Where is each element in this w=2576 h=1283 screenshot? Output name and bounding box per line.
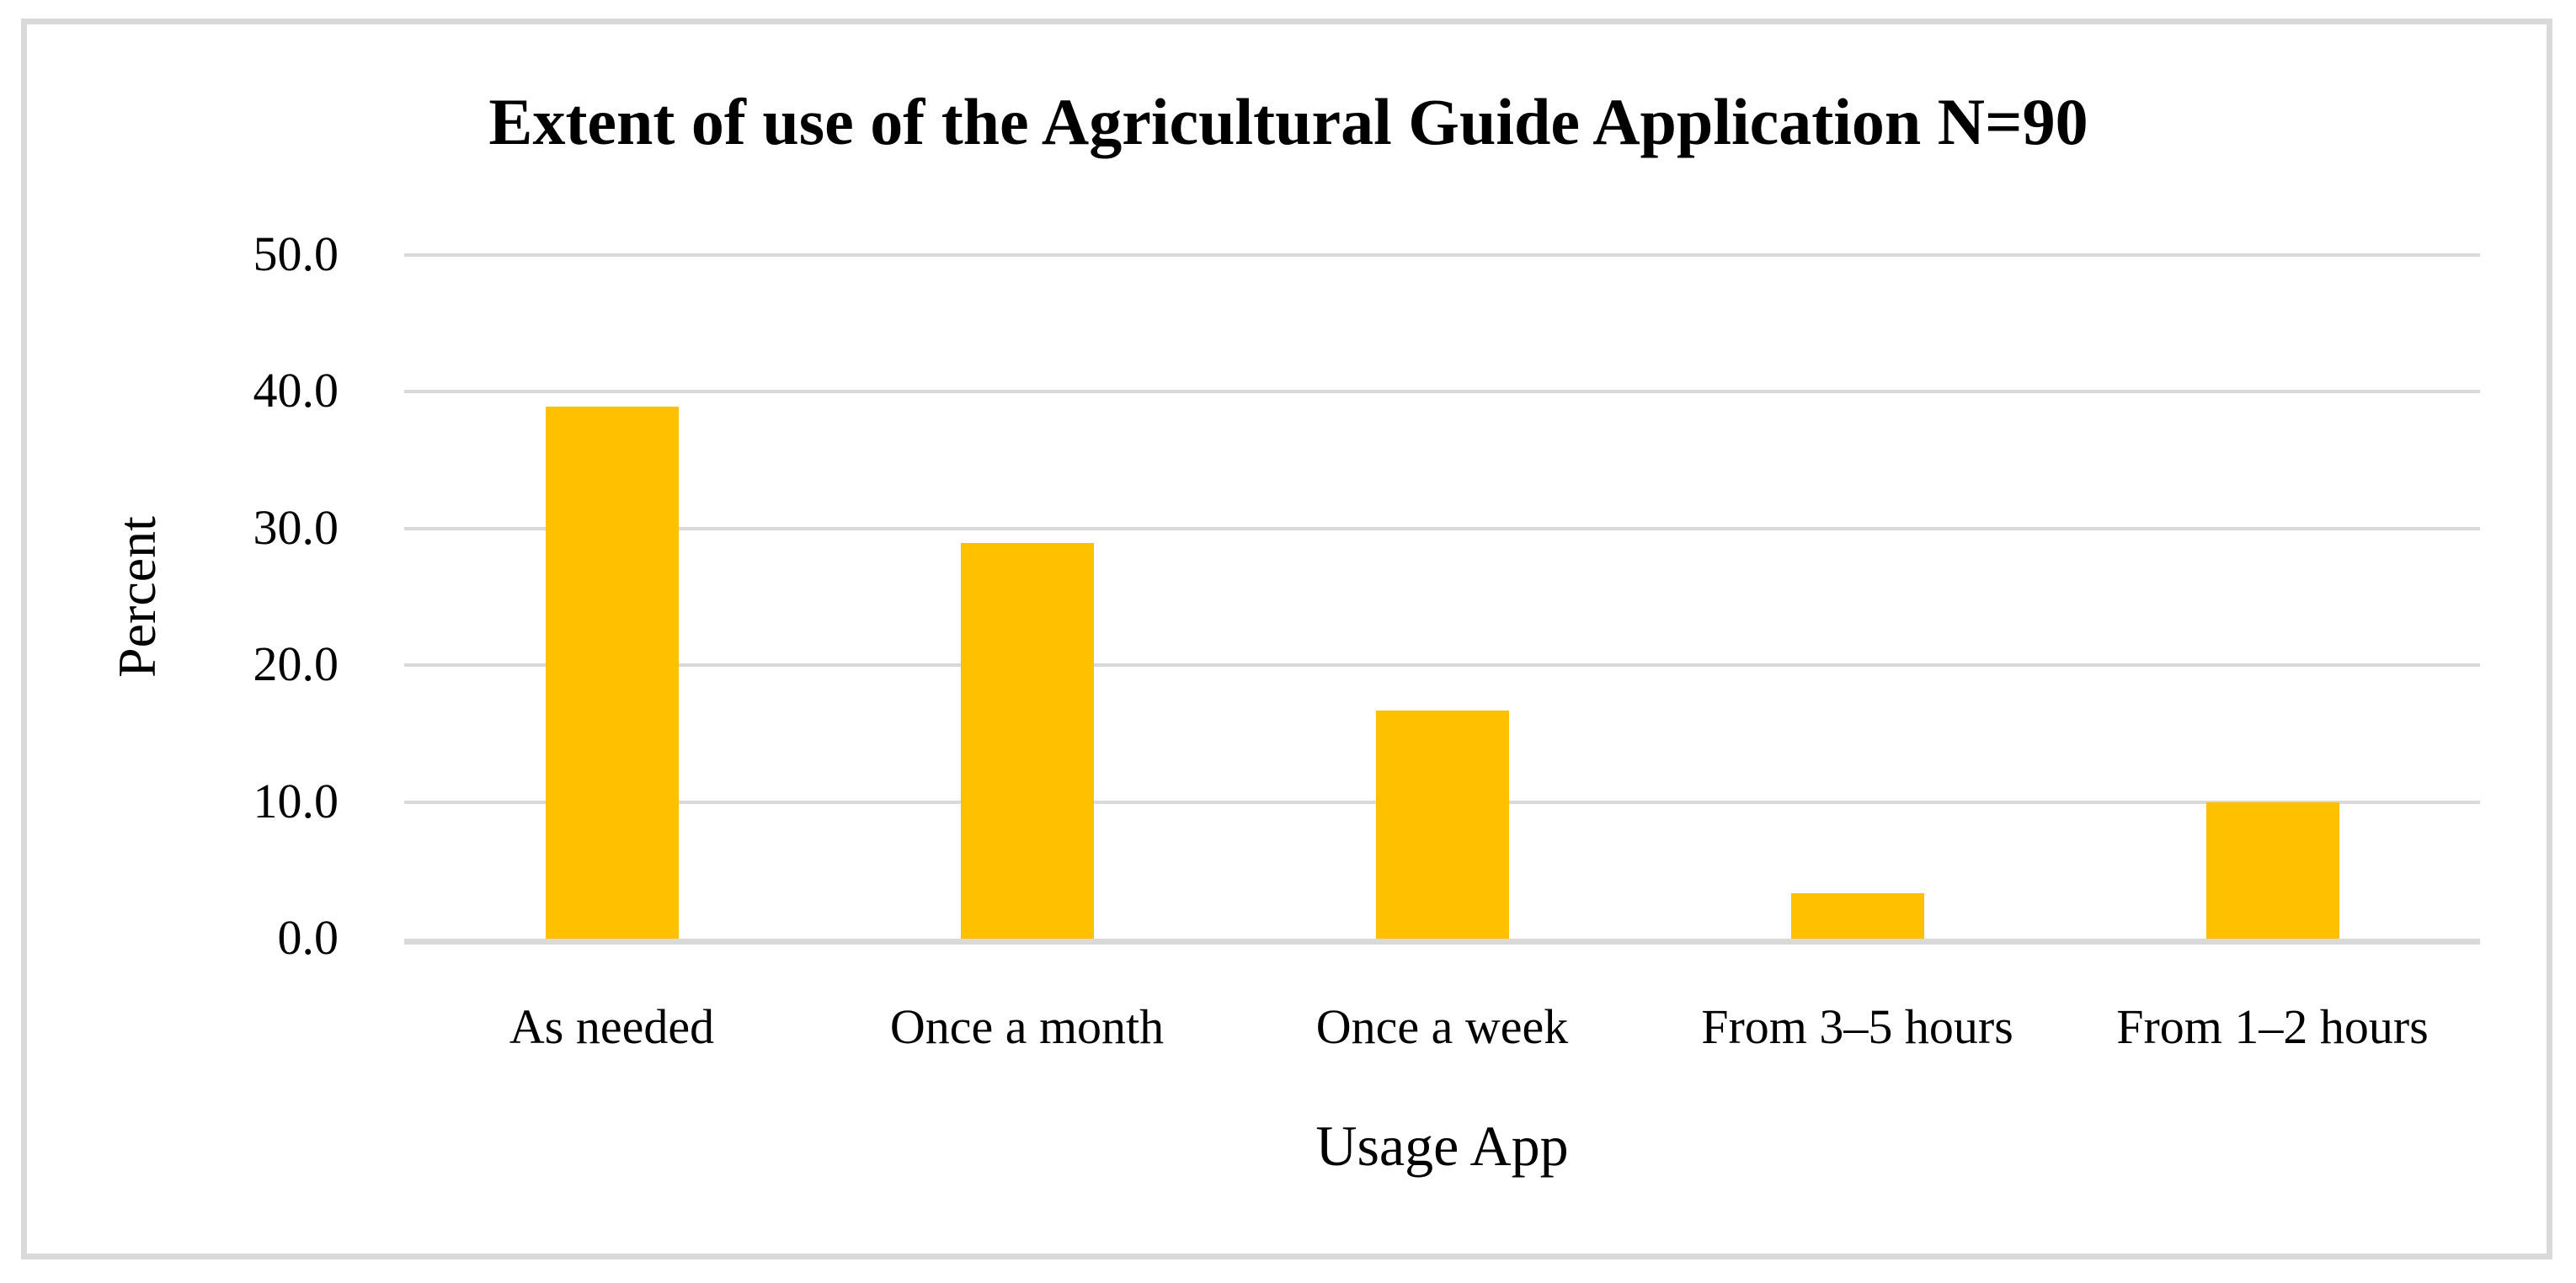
gridline — [404, 390, 2480, 393]
x-axis-title: Usage App — [1315, 1114, 1569, 1178]
bar — [2205, 801, 2339, 939]
y-tick-label: 30.0 — [253, 499, 339, 555]
y-tick-label: 20.0 — [253, 636, 339, 692]
gridline — [404, 663, 2480, 667]
y-tick-label: 40.0 — [253, 363, 339, 418]
x-tick-label: Once a month — [889, 999, 1165, 1054]
x-tick-label: From 1–2 hours — [2116, 999, 2429, 1054]
x-tick-label: Once a week — [1315, 999, 1569, 1054]
bar — [960, 543, 1094, 939]
x-tick-label: As needed — [509, 999, 715, 1054]
gridline — [404, 526, 2480, 530]
gridline — [404, 253, 2480, 257]
x-tick-label: From 3–5 hours — [1701, 999, 2013, 1054]
x-axis-line — [404, 939, 2480, 945]
bar — [1375, 710, 1509, 939]
bar — [545, 406, 679, 939]
chart-title: Extent of use of the Agricultural Guide … — [488, 85, 2088, 158]
y-tick-label: 10.0 — [253, 773, 339, 828]
chart-border — [21, 19, 2552, 1259]
y-tick-label: 50.0 — [253, 226, 339, 281]
bar — [1790, 893, 1924, 939]
y-tick-label: 0.0 — [277, 910, 339, 966]
